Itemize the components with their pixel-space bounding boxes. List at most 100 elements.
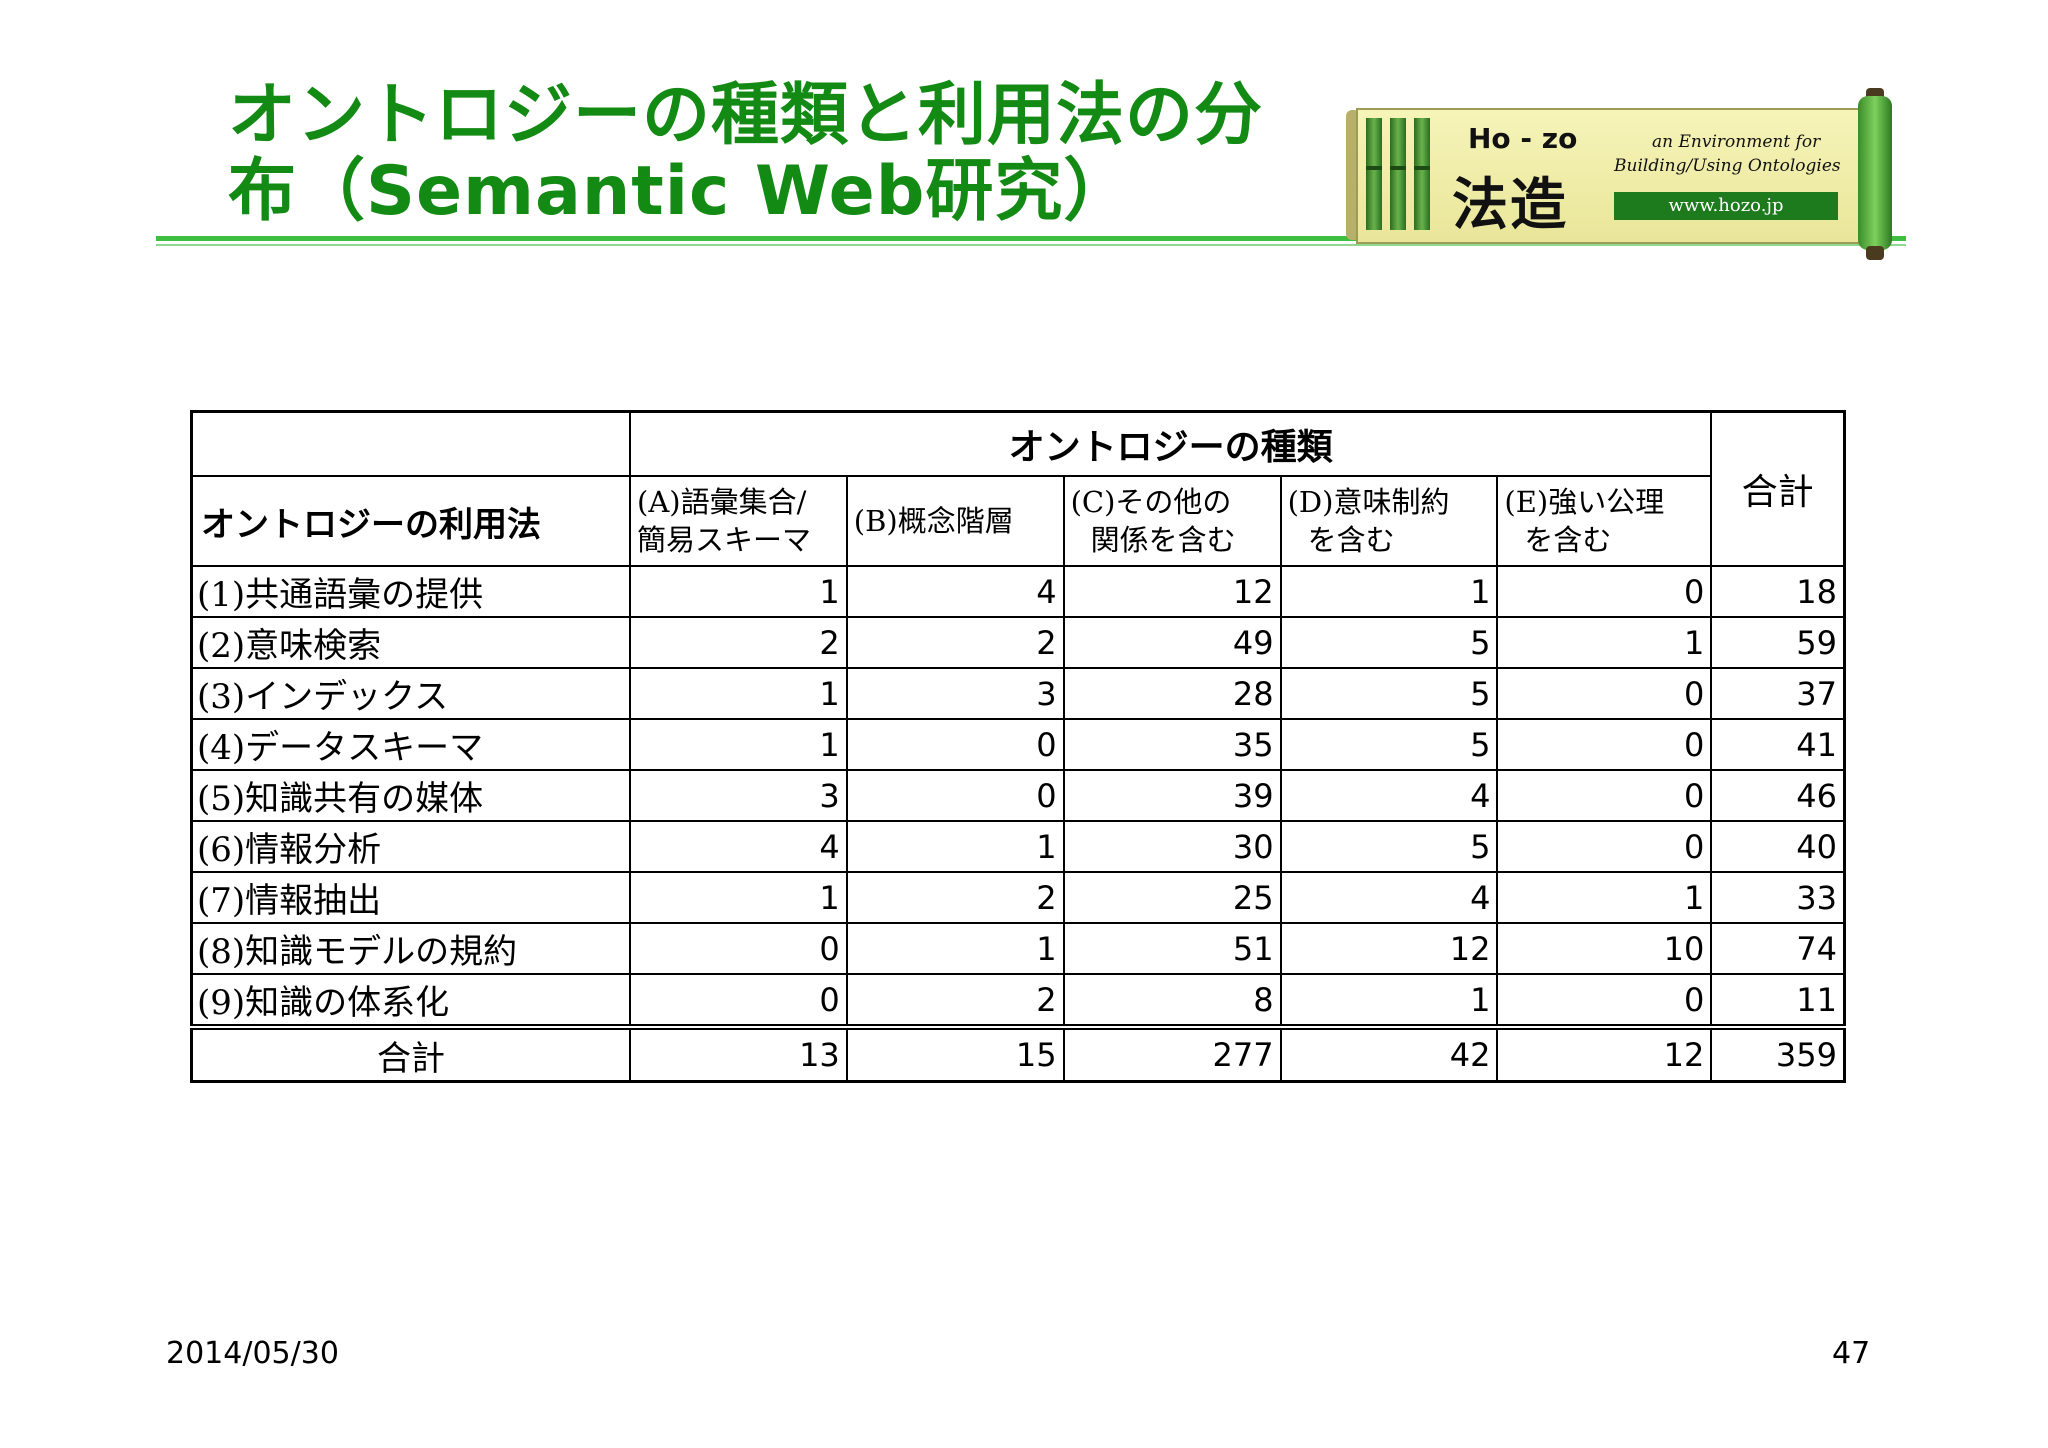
row-label: (1)共通語彙の提供	[190, 565, 631, 618]
logo-kanji-text: 法造	[1452, 172, 1568, 238]
total-column-header: 合計	[1710, 410, 1846, 567]
table-cell: 12	[1279, 922, 1499, 975]
table-cell: 0	[1496, 718, 1713, 771]
table-cell: 5	[1279, 820, 1499, 873]
table-cell: 5	[1279, 667, 1499, 720]
table-cell: 59	[1710, 616, 1846, 669]
row-label: (7)情報抽出	[190, 871, 631, 924]
total-cell: 42	[1279, 1024, 1499, 1083]
column-header-b: (B)概念階層	[845, 475, 1065, 567]
usage-header: オントロジーの利用法	[190, 475, 631, 567]
table-cell: 4	[1279, 769, 1499, 822]
table-cell: 51	[1062, 922, 1282, 975]
table-cell: 1	[629, 871, 848, 924]
logo-hozo-text: Ho - zo	[1468, 122, 1578, 155]
table-cell: 25	[1062, 871, 1282, 924]
table-row: (7)情報抽出 1 2 25 4 1 33	[190, 871, 1846, 924]
total-cell: 12	[1496, 1024, 1713, 1083]
row-label: (2)意味検索	[190, 616, 631, 669]
title-underline	[156, 236, 1906, 241]
column-header-c: (C)その他の 関係を含む	[1062, 475, 1282, 567]
table-row: (1)共通語彙の提供 1 4 12 1 0 18	[190, 565, 1846, 618]
table-cell: 28	[1062, 667, 1282, 720]
total-row-label: 合計	[190, 1024, 631, 1083]
table-cell: 0	[1496, 769, 1713, 822]
table-row: (8)知識モデルの規約 0 1 51 12 10 74	[190, 922, 1846, 975]
total-cell: 13	[629, 1024, 848, 1083]
table-cell: 5	[1279, 616, 1499, 669]
table-cell: 1	[1496, 871, 1713, 924]
table-cell: 37	[1710, 667, 1846, 720]
row-label: (6)情報分析	[190, 820, 631, 873]
total-row: 合計 13 15 277 42 12 359	[190, 1024, 1846, 1083]
table-row: (6)情報分析 4 1 30 5 0 40	[190, 820, 1846, 873]
table-cell: 8	[1062, 973, 1282, 1028]
column-header-e: (E)強い公理 を含む	[1496, 475, 1713, 567]
title-underline-light	[156, 244, 1906, 246]
ontology-usage-table: オントロジーの種類 合計 オントロジーの利用法 (A)語彙集合/簡易スキーマ (…	[190, 410, 1846, 1083]
total-cell: 359	[1710, 1024, 1846, 1083]
row-label: (9)知識の体系化	[190, 973, 631, 1028]
table-cell: 1	[629, 667, 848, 720]
table-cell: 0	[1496, 973, 1713, 1028]
table-cell: 30	[1062, 820, 1282, 873]
table-cell: 1	[1496, 616, 1713, 669]
bamboo-icon	[1414, 118, 1430, 230]
logo-url: www.hozo.jp	[1614, 192, 1838, 220]
table-cell: 4	[629, 820, 848, 873]
scroll-knob-bottom	[1866, 246, 1884, 260]
table-cell: 1	[629, 565, 848, 618]
table-cell: 10	[1496, 922, 1713, 975]
table-row: (9)知識の体系化 0 2 8 1 0 11	[190, 973, 1846, 1028]
row-label: (5)知識共有の媒体	[190, 769, 631, 822]
table-cell: 40	[1710, 820, 1846, 873]
table-cell: 0	[1496, 667, 1713, 720]
table-cell: 11	[1710, 973, 1846, 1028]
column-header-a: (A)語彙集合/簡易スキーマ	[629, 475, 848, 567]
row-label: (3)インデックス	[190, 667, 631, 720]
table-cell: 4	[845, 565, 1065, 618]
table-row: (3)インデックス 1 3 28 5 0 37	[190, 667, 1846, 720]
logo-tagline-2: Building/Using Ontologies	[1614, 156, 1841, 176]
table-cell: 2	[629, 616, 848, 669]
table-cell: 3	[629, 769, 848, 822]
table-cell: 2	[845, 973, 1065, 1028]
table-cell: 33	[1710, 871, 1846, 924]
table-cell: 35	[1062, 718, 1282, 771]
table-cell: 1	[1279, 973, 1499, 1028]
total-cell: 15	[845, 1024, 1065, 1083]
table-cell: 0	[1496, 820, 1713, 873]
table-cell: 18	[1710, 565, 1846, 618]
row-label: (8)知識モデルの規約	[190, 922, 631, 975]
table-cell: 74	[1710, 922, 1846, 975]
table-row: (2)意味検索 2 2 49 5 1 59	[190, 616, 1846, 669]
table-row: (4)データスキーマ 1 0 35 5 0 41	[190, 718, 1846, 771]
table-cell: 0	[629, 922, 848, 975]
slide-title-line2: 布（Semantic Web研究）	[228, 152, 1133, 231]
table-cell: 49	[1062, 616, 1282, 669]
column-header-d: (D)意味制約 を含む	[1279, 475, 1499, 567]
table-cell: 12	[1062, 565, 1282, 618]
logo-tagline-1: an Environment for	[1652, 132, 1821, 152]
table-cell: 41	[1710, 718, 1846, 771]
table-cell: 1	[845, 922, 1065, 975]
table-cell: 3	[845, 667, 1065, 720]
table-row: (5)知識共有の媒体 3 0 39 4 0 46	[190, 769, 1846, 822]
table-cell: 1	[845, 820, 1065, 873]
row-label: (4)データスキーマ	[190, 718, 631, 771]
table-cell: 2	[845, 616, 1065, 669]
table-cell: 0	[629, 973, 848, 1028]
slide-title: オントロジーの種類と利用法の分 布（Semantic Web研究）	[228, 78, 1348, 230]
table-cell: 1	[629, 718, 848, 771]
table-cell: 0	[1496, 565, 1713, 618]
page-number: 47	[1832, 1336, 1871, 1371]
table-cell: 46	[1710, 769, 1846, 822]
table-cell: 4	[1279, 871, 1499, 924]
logo-banner	[1356, 108, 1890, 244]
slide-date: 2014/05/30	[166, 1336, 339, 1371]
bamboo-icon	[1390, 118, 1406, 230]
table-cell: 39	[1062, 769, 1282, 822]
total-cell: 277	[1062, 1024, 1282, 1083]
table-cell: 1	[1279, 565, 1499, 618]
slide-title-line1: オントロジーの種類と利用法の分	[228, 76, 1264, 155]
